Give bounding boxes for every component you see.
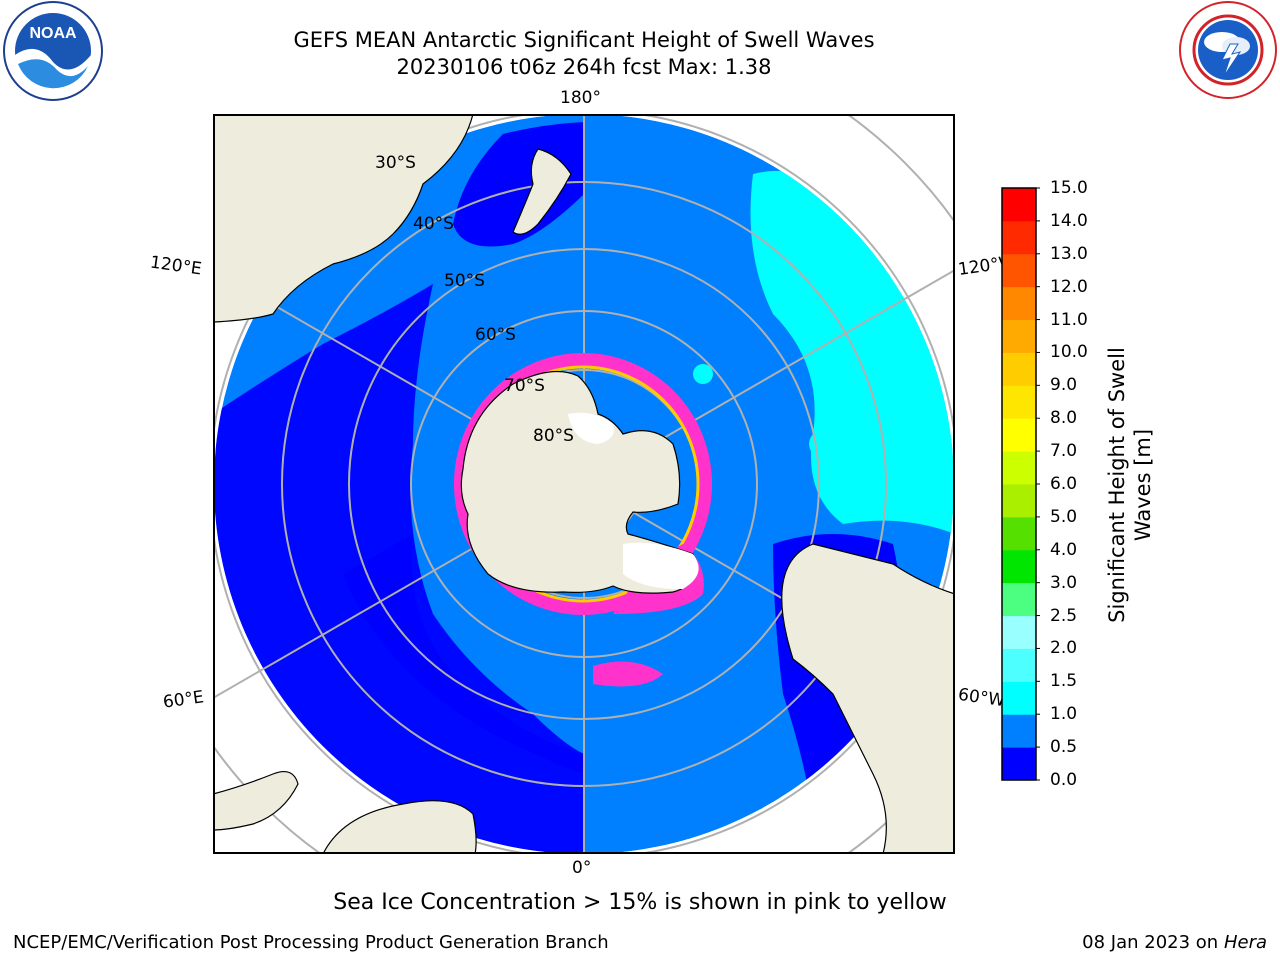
colorbar-band xyxy=(1002,516,1036,551)
swell-low-region-northwest xyxy=(453,122,584,247)
colorbar-tick-label: 0.5 xyxy=(1050,737,1078,758)
swell-mid-patch-1 xyxy=(693,364,713,384)
weddell-ice xyxy=(623,542,699,590)
lon-label-upper-left: 120°E xyxy=(148,252,203,280)
colorbar-band xyxy=(1002,648,1036,682)
credit-right: 08 Jan 2023 on Hera xyxy=(1082,932,1267,953)
colorbar xyxy=(1001,187,1040,781)
colorbar-tick-label: 9.0 xyxy=(1050,375,1078,396)
colorbar-tick-label: 1.5 xyxy=(1050,671,1078,692)
nws-logo xyxy=(1179,1,1277,99)
colorbar-band xyxy=(1002,747,1036,781)
colorbar-band xyxy=(1002,484,1036,518)
indian-landmass-bottom xyxy=(322,800,477,854)
colorbar-tick-label: 4.0 xyxy=(1050,539,1078,560)
colorbar-band xyxy=(1002,319,1036,353)
colorbar-tick-label: 12.0 xyxy=(1050,276,1088,297)
map-subtitle: 20230106 t06z 264h fcst Max: 1.38 xyxy=(396,55,772,79)
antarctica-landmass xyxy=(460,370,697,594)
colorbar-tick-label: 11.0 xyxy=(1050,309,1088,330)
colorbar-tick-label: 0.0 xyxy=(1050,770,1078,790)
colorbar-band xyxy=(1002,714,1036,748)
ross-ice-shelf xyxy=(568,412,614,444)
colorbar-band xyxy=(1002,253,1036,288)
lat-label-70s: 70°S xyxy=(504,376,545,396)
africa-landmass xyxy=(213,771,299,831)
colorbar-tick-label: 2.5 xyxy=(1050,605,1078,626)
new-zealand-landmass xyxy=(512,148,572,235)
lon-label-lower-left: 60°E xyxy=(161,687,206,713)
colorbar-band xyxy=(1002,352,1036,386)
colorbar-band xyxy=(1002,286,1036,321)
credit-left: NCEP/EMC/Verification Post Processing Pr… xyxy=(13,932,609,953)
colorbar-band xyxy=(1002,615,1036,649)
australia-landmass xyxy=(213,114,474,323)
credit-date: 08 Jan 2023 on xyxy=(1082,932,1224,953)
colorbar-tick-label: 5.0 xyxy=(1050,506,1078,527)
colorbar-tick-label: 13.0 xyxy=(1050,243,1088,264)
colorbar-band xyxy=(1002,549,1036,584)
colorbar-title: Significant Height of Swell Waves [m] xyxy=(1105,347,1155,623)
colorbar-tick-label: 8.0 xyxy=(1050,408,1078,429)
polar-map: 30°S 40°S 50°S 60°S 70°S 80°S xyxy=(213,114,955,854)
colorbar-band xyxy=(1002,220,1036,255)
colorbar-tick-label: 14.0 xyxy=(1050,210,1088,231)
colorbar-tick-label: 6.0 xyxy=(1050,474,1078,494)
lon-label-lower-right: 60°W xyxy=(956,684,1007,712)
noaa-logo-text: NOAA xyxy=(29,25,77,42)
colorbar-tick-label: 10.0 xyxy=(1050,342,1088,363)
colorbar-band xyxy=(1002,385,1036,419)
credit-host: Hera xyxy=(1223,932,1267,953)
lat-label-60s: 60°S xyxy=(475,325,516,345)
colorbar-band xyxy=(1002,582,1036,617)
map-title: GEFS MEAN Antarctic Significant Height o… xyxy=(293,28,875,52)
colorbar-tick-label: 1.0 xyxy=(1050,704,1078,725)
lat-label-80s: 80°S xyxy=(533,426,574,446)
colorbar-band xyxy=(1002,418,1036,452)
lat-label-30s: 30°S xyxy=(375,153,416,173)
south-america-landmass xyxy=(781,543,955,854)
colorbar-tick-label: 15.0 xyxy=(1050,178,1088,198)
lon-label-bottom: 0° xyxy=(572,858,592,878)
colorbar-tick-label: 7.0 xyxy=(1050,441,1078,462)
colorbar-tick-label: 3.0 xyxy=(1050,572,1078,593)
colorbar-tick-label: 2.0 xyxy=(1050,638,1078,659)
colorbar-band xyxy=(1002,188,1036,222)
noaa-logo: NOAA xyxy=(3,1,103,101)
lat-label-40s: 40°S xyxy=(413,214,454,234)
lon-label-top: 180° xyxy=(560,88,601,108)
colorbar-band xyxy=(1002,681,1036,715)
swell-low-region-ring xyxy=(343,534,584,774)
colorbar-band xyxy=(1002,451,1036,485)
sea-ice-footnote: Sea Ice Concentration > 15% is shown in … xyxy=(333,890,947,915)
lat-label-50s: 50°S xyxy=(444,271,485,291)
